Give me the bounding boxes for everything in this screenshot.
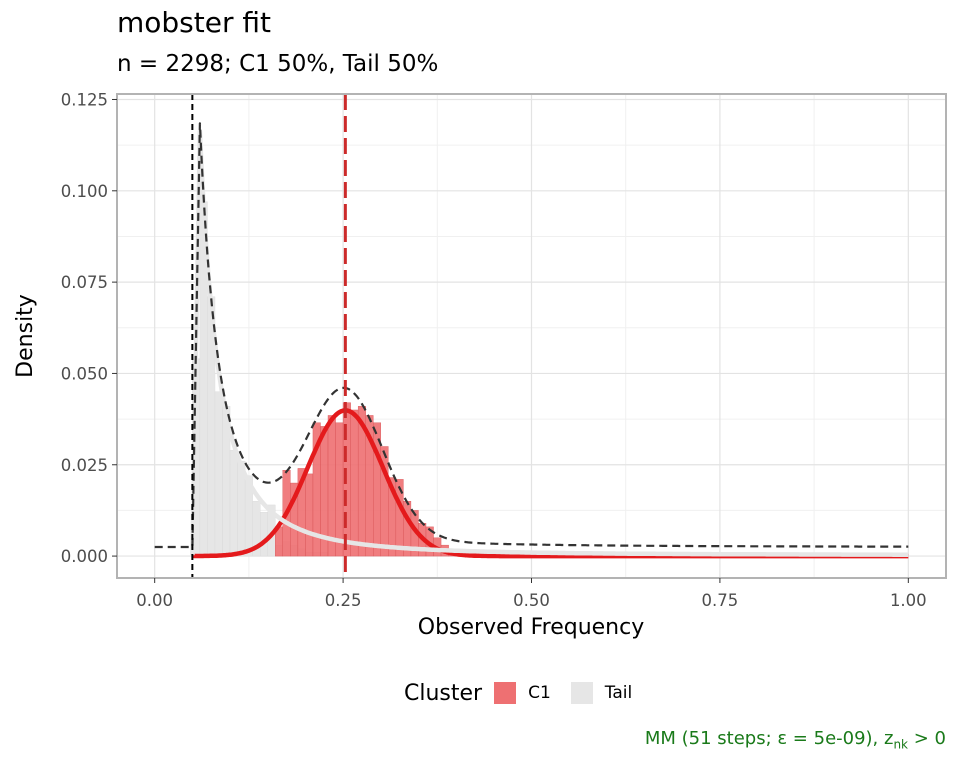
x-tick-label: 0.75: [702, 591, 739, 610]
legend-title: Cluster: [404, 680, 483, 706]
plot-title: mobster fit: [117, 6, 271, 39]
x-axis-title: Observed Frequency: [418, 615, 645, 640]
bar-c1: [335, 422, 344, 557]
x-axis: 0.00 0.25 0.50 0.75 1.00: [136, 578, 927, 610]
x-tick-label: 0.00: [136, 591, 173, 610]
reference-lines: [191, 94, 347, 578]
y-tick-label: 0.050: [61, 364, 108, 383]
y-tick-label: 0.025: [61, 456, 108, 475]
density-curve-tail: [190, 129, 910, 557]
y-tick-label: 0.100: [61, 182, 108, 201]
histogram-bars: [192, 201, 479, 557]
y-axis: 0.000 0.025 0.050 0.075 0.100 0.125: [61, 90, 117, 566]
caption-prefix: MM (51 steps; ε = 5e-09), z: [644, 728, 894, 749]
bar-c1: [305, 473, 314, 557]
legend-label-tail: Tail: [604, 683, 633, 703]
density-curve-mixture: [154, 122, 909, 549]
y-axis-title: Density: [13, 294, 38, 378]
plot-subtitle: n = 2298; C1 50%, Tail 50%: [117, 51, 439, 77]
y-tick-label: 0.000: [61, 547, 108, 566]
x-tick-label: 0.50: [513, 591, 550, 610]
y-tick-label: 0.125: [61, 90, 108, 109]
density-curves: [154, 122, 910, 559]
caption-suffix: > 0: [908, 728, 946, 749]
legend: Cluster C1 Tail: [404, 676, 652, 710]
bar-c1: [327, 415, 336, 557]
caption: MM (51 steps; ε = 5e-09), znk > 0: [645, 728, 946, 752]
legend-key-tail: [570, 682, 593, 704]
legend-key-c1: [494, 682, 517, 704]
bar-tail: [259, 512, 268, 557]
x-tick-label: 1.00: [890, 591, 927, 610]
legend-label-c1: C1: [528, 683, 551, 703]
bar-c1: [350, 409, 359, 557]
caption-subscript: nk: [893, 737, 909, 752]
bar-tail: [214, 391, 223, 557]
bar-tail: [229, 449, 238, 557]
y-tick-label: 0.075: [61, 273, 108, 292]
x-tick-label: 0.25: [325, 591, 362, 610]
